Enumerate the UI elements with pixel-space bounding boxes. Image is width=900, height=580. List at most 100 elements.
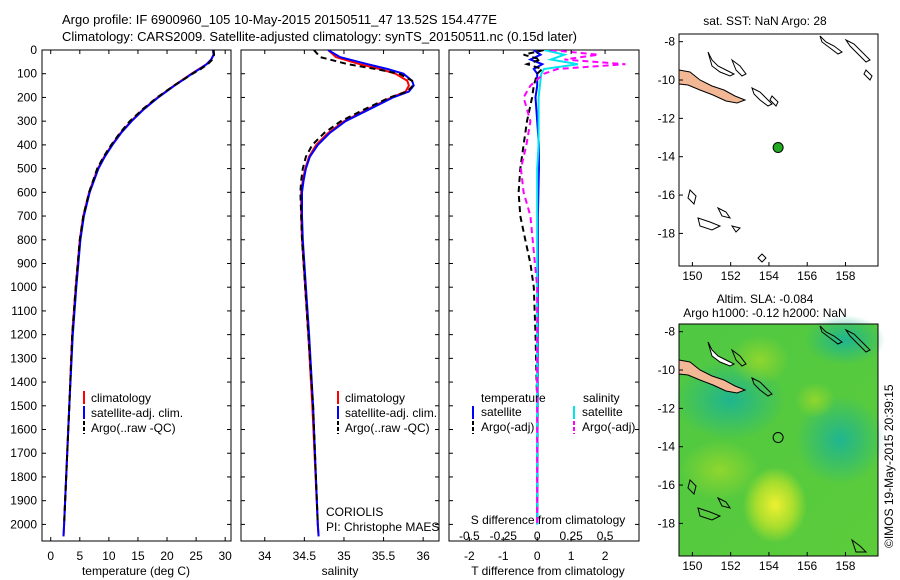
x-tick-label: 34 — [258, 549, 272, 563]
series-line-argo-adj — [519, 50, 626, 525]
depth-tick-label: 700 — [17, 209, 37, 223]
x-tick-label: -2 — [464, 549, 475, 563]
x-tick-label: 0 — [47, 549, 54, 563]
map-lon-tick-label: 150 — [682, 269, 702, 283]
plot-title-line1: Argo profile: IF 6900960_105 10-May-2015… — [62, 12, 497, 27]
legend-label-climatology: climatology — [91, 391, 151, 405]
sla-map-low-anomaly-c — [805, 315, 885, 365]
depth-tick-label: 2000 — [10, 517, 37, 531]
sla-map-reef-b — [697, 507, 722, 521]
map-lat-tick-label: -8 — [664, 35, 675, 49]
depth-tick-label: 1200 — [10, 328, 37, 342]
x-tick-label: 20 — [160, 549, 174, 563]
sst-map-reef-c — [716, 206, 732, 219]
map-lat-tick-label: -10 — [658, 363, 676, 377]
depth-tick-label: 100 — [17, 67, 37, 81]
x-tick-label: 5 — [76, 549, 83, 563]
s-tick-label: 0.25 — [559, 529, 583, 543]
series-line-satellite — [536, 50, 579, 525]
sla-map-coast-bougainville — [707, 341, 736, 367]
sla-map-coast-island-a — [730, 348, 747, 367]
sst-map-argo-marker — [772, 142, 784, 154]
depth-tick-label: 900 — [17, 256, 37, 270]
depth-tick-label: 1600 — [10, 423, 37, 437]
sla-map-high-anomaly-c — [743, 467, 807, 543]
salinity-plot-frame — [240, 49, 440, 542]
sla-map-title-line2: Argo h1000: -0.12 h2000: NaN — [683, 306, 846, 320]
sst-map-coast-island-c — [769, 95, 779, 107]
sla-map — [675, 315, 885, 557]
x-tick-label: 25 — [189, 549, 203, 563]
series-line-argo-raw-qc — [63, 50, 216, 525]
depth-tick-label: 1400 — [10, 375, 37, 389]
depth-tick-label: 1300 — [10, 351, 37, 365]
legend-label-argo: Argo(..raw -QC) — [345, 421, 430, 435]
depth-tick-label: 300 — [17, 114, 37, 128]
x-tick-label: 35.5 — [372, 549, 396, 563]
salinity-xlabel: salinity — [322, 564, 359, 578]
s-tick-label: 0.5 — [597, 529, 614, 543]
legend-header-temperature: temperature — [481, 391, 546, 405]
map-lon-tick-label: 158 — [835, 559, 855, 573]
depth-tick-label: 0 — [30, 43, 37, 57]
map-lat-tick-label: -14 — [658, 440, 676, 454]
sla-map-title-line1: Altim. SLA: -0.084 — [717, 292, 814, 306]
map-lat-tick-label: -12 — [658, 111, 676, 125]
sla-map-high-anomaly-b — [680, 440, 760, 500]
x-tick-label: 1 — [568, 549, 575, 563]
depth-tick-label: 1800 — [10, 470, 37, 484]
sla-map-frame — [678, 323, 879, 557]
map-lon-tick-label: 158 — [835, 269, 855, 283]
map-lat-tick-label: -16 — [658, 478, 676, 492]
series-line-satellite-adj-clim — [62, 50, 215, 537]
x-tick-label: 15 — [131, 549, 145, 563]
sst-map — [678, 33, 879, 267]
sla-map-argo-marker — [772, 432, 784, 444]
sla-map-high-anomaly-a — [730, 335, 790, 385]
series-line-climatology — [62, 50, 215, 537]
depth-tick-label: 500 — [17, 162, 37, 176]
sla-map-high-anomaly-d — [795, 382, 835, 418]
depth-tick-label: 1500 — [10, 399, 37, 413]
map-lon-tick-label: 152 — [721, 269, 741, 283]
axes-group: 0100200300400500600700800900100011001200… — [10, 43, 639, 563]
legend-label-s-argo: Argo(-adj) — [582, 420, 635, 434]
sst-map-title: sat. SST: NaN Argo: 28 — [703, 14, 827, 28]
temperature-legend: climatology satellite-adj. clim. Argo(..… — [83, 391, 183, 435]
legend-label-s-satellite: satellite — [582, 405, 623, 419]
map-lat-tick-label: -18 — [658, 516, 676, 530]
sla-map-coast-island-e — [844, 328, 871, 353]
t-difference-xlabel: T difference from climatology — [471, 564, 625, 578]
sst-map-coast-bougainville — [707, 51, 736, 77]
x-tick-label: 10 — [102, 549, 116, 563]
annotation-pi: PI: Christophe MAES — [326, 520, 439, 534]
map-axes-group: 150 152 154 156 158 -8 -10 -12 -14 -16 -18 150 152 15… — [658, 35, 856, 573]
x-tick-label: 2 — [602, 549, 609, 563]
depth-tick-label: 1100 — [11, 304, 37, 318]
salinity-legend: climatology satellite-adj. clim. Argo(..… — [337, 391, 437, 435]
map-lat-tick-label: -14 — [658, 150, 676, 164]
x-tick-label: 0 — [534, 549, 541, 563]
sla-map-land-newbritain — [678, 359, 747, 394]
x-tick-label: 30 — [219, 549, 233, 563]
depth-tick-label: 1700 — [10, 446, 37, 460]
x-tick-label: 36 — [416, 549, 430, 563]
map-lat-tick-label: -18 — [658, 226, 676, 240]
x-tick-label: -1 — [498, 549, 509, 563]
depth-tick-label: 400 — [17, 138, 37, 152]
s-tick-label: -0.5 — [459, 529, 480, 543]
depth-tick-label: 1900 — [10, 494, 37, 508]
x-tick-label: 35 — [337, 549, 351, 563]
sla-map-reef-f — [851, 538, 868, 553]
difference-series-group — [517, 50, 626, 525]
imos-timestamp: ©IMOS 19-May-2015 20:39:15 — [882, 384, 896, 548]
map-lat-tick-label: -10 — [658, 73, 676, 87]
sla-map-coast-island-d — [819, 325, 843, 345]
sst-map-coast-island-b — [751, 87, 773, 107]
map-lat-tick-label: -8 — [664, 325, 675, 339]
temperature-series-group — [62, 50, 216, 537]
sst-map-reef-a — [687, 189, 697, 205]
series-line-argo-adj — [517, 50, 545, 525]
legend-label-t-satellite: satellite — [481, 405, 522, 419]
legend-label-climatology: climatology — [345, 391, 405, 405]
